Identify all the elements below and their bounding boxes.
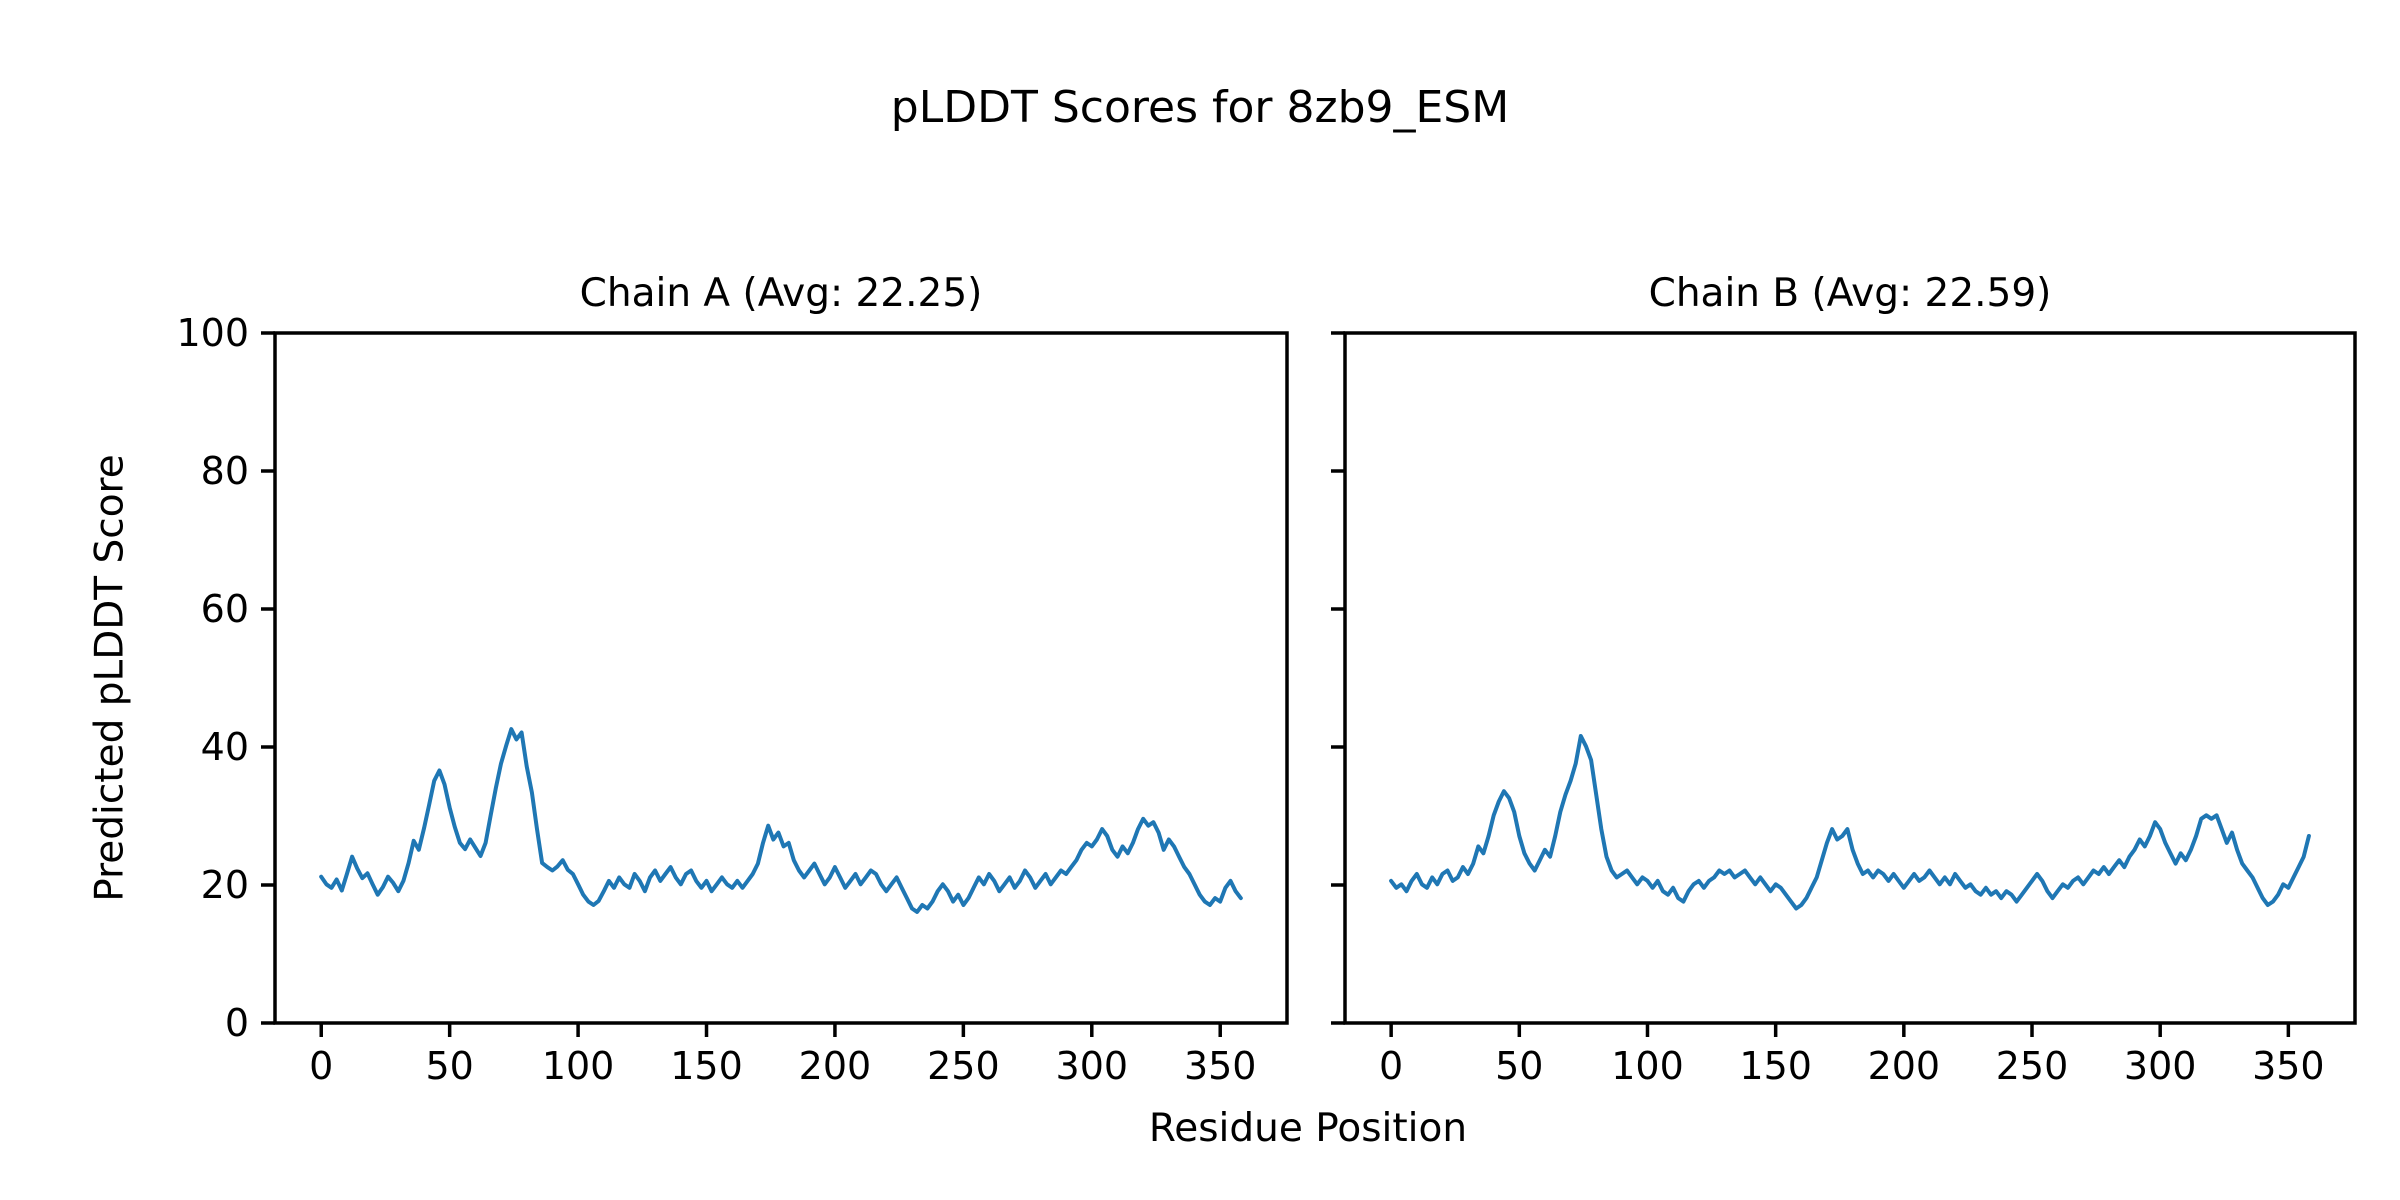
y-tick-label: 60: [201, 587, 249, 631]
x-tick-label: 350: [2252, 1044, 2325, 1088]
chain-a-title: Chain A (Avg: 22.25): [579, 271, 983, 316]
x-tick-label: 200: [1868, 1044, 1941, 1088]
y-tick-label: 20: [201, 863, 249, 907]
figure-title: pLDDT Scores for 8zb9_ESM: [890, 82, 1510, 133]
y-tick-label: 100: [176, 311, 249, 355]
x-tick-label: 150: [670, 1044, 743, 1088]
chain-b-plot: 0 50 100 150 200 250 300 350: [1331, 331, 2357, 1088]
plddt-line-chain-b: [1389, 734, 2311, 911]
y-tick-label: 80: [201, 449, 249, 493]
x-axis-label: Residue Position: [1148, 1106, 1468, 1151]
x-tick-label: 150: [1739, 1044, 1812, 1088]
y-tick-label: 0: [225, 1001, 249, 1045]
x-tick-label: 250: [1996, 1044, 2069, 1088]
axes-frame: [1343, 331, 2357, 1025]
x-tick-label: 300: [2124, 1044, 2197, 1088]
y-axis-label: Predicted pLDDT Score: [87, 454, 133, 902]
x-tick-label: 250: [927, 1044, 1000, 1088]
x-tick-label: 0: [1379, 1044, 1403, 1088]
x-tick-label: 100: [542, 1044, 615, 1088]
axes-frame: [273, 331, 1289, 1025]
x-tick-label: 200: [799, 1044, 872, 1088]
x-tick-label: 50: [1495, 1044, 1543, 1088]
x-tick-label: 100: [1611, 1044, 1684, 1088]
plddt-line-chain-a: [319, 727, 1243, 914]
x-tick-label: 300: [1056, 1044, 1129, 1088]
x-tick-label: 0: [309, 1044, 333, 1088]
x-tick-label: 50: [425, 1044, 473, 1088]
chain-a-plot: 0 50 100 150 200 250 300 350 0 20 40 60 80 100: [176, 311, 1289, 1088]
y-tick-label: 40: [201, 725, 249, 769]
x-tick-label: 350: [1184, 1044, 1257, 1088]
chain-b-title: Chain B (Avg: 22.59): [1648, 271, 2052, 316]
